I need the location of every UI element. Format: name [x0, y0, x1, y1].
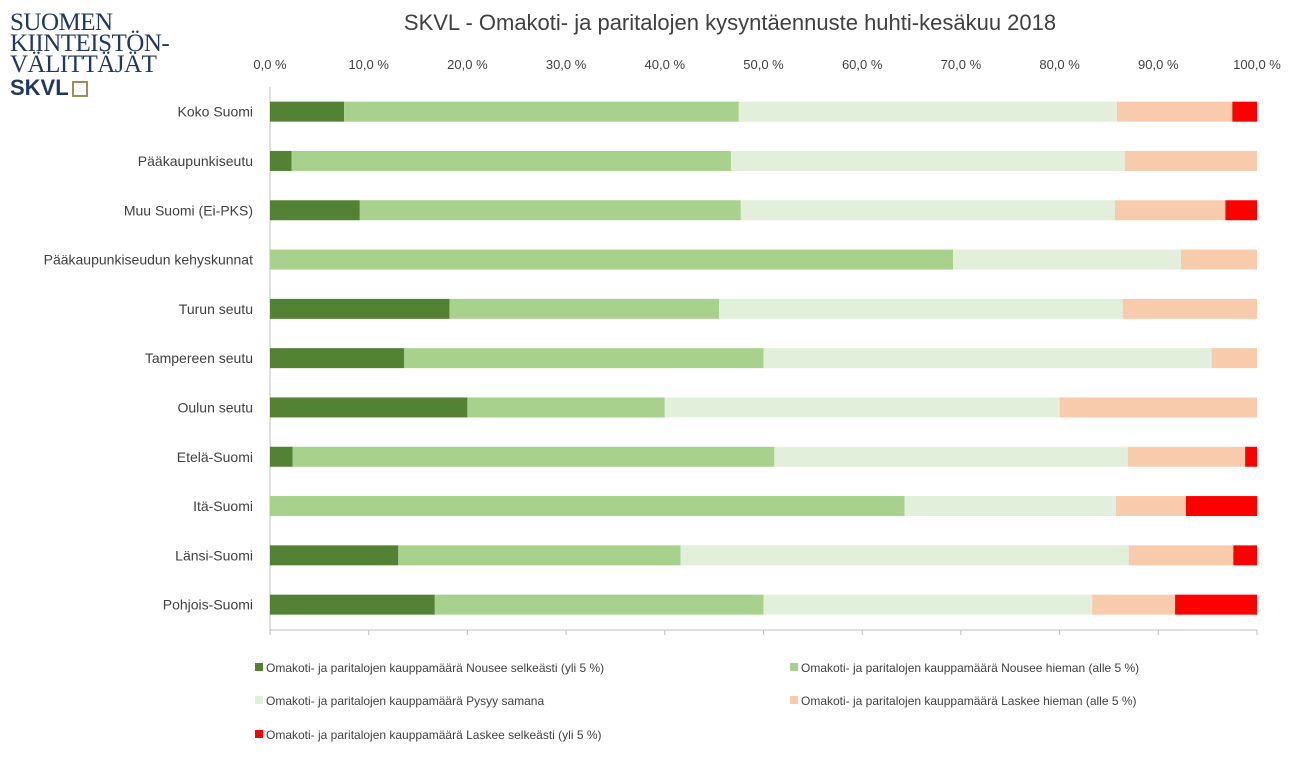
category-label: Koko Suomi	[178, 104, 253, 120]
legend-label: Omakoti- ja paritalojen kauppamäärä Nous…	[801, 661, 1139, 675]
bar-segment	[740, 200, 1115, 221]
category-label: Muu Suomi (Ei-PKS)	[124, 202, 253, 218]
bar-segment	[1233, 545, 1257, 566]
bar-segment	[680, 545, 1129, 566]
legend-swatch	[255, 730, 263, 738]
x-tick-label: 100,0 %	[1233, 57, 1281, 72]
bar-segment	[730, 150, 1125, 171]
bar-segment	[270, 545, 399, 566]
legend-label: Omakoti- ja paritalojen kauppamäärä Lask…	[801, 694, 1137, 708]
bar-segment	[291, 150, 731, 171]
x-tick-label: 80,0 %	[1039, 57, 1080, 72]
bar-segment	[953, 249, 1182, 270]
bar-segment	[774, 446, 1128, 467]
legend-swatch	[255, 696, 263, 704]
bar-segment	[1185, 496, 1257, 517]
bar-segment	[344, 101, 739, 122]
logo-brand-text: SKVL	[10, 75, 69, 100]
bar-segment	[467, 397, 665, 418]
x-tick-label: 10,0 %	[348, 57, 389, 72]
bar-segment	[1122, 298, 1257, 319]
category-label: Etelä-Suomi	[177, 449, 253, 465]
bar-segment	[1127, 446, 1246, 467]
logo-line-1: SUOMEN	[10, 9, 113, 36]
bar-segment	[404, 348, 764, 369]
x-tick-label: 0,0 %	[253, 57, 287, 72]
bar-segment	[1245, 446, 1257, 467]
x-tick-label: 70,0 %	[941, 57, 982, 72]
bar-segment	[719, 298, 1123, 319]
bar-segment	[292, 446, 775, 467]
logo-line-2: KIINTEISTÖN-	[10, 30, 170, 57]
bar-segment	[1181, 249, 1257, 270]
legend-swatch	[790, 663, 798, 671]
legend-label: Omakoti- ja paritalojen kauppamäärä Pysy…	[266, 694, 544, 708]
bar-segment	[1092, 594, 1176, 615]
bar-segment	[1128, 545, 1234, 566]
legend-swatch	[255, 663, 263, 671]
bar-segment	[434, 594, 764, 615]
category-label: Pohjois-Suomi	[163, 597, 253, 613]
logo-brand: SKVL	[10, 75, 180, 101]
category-label: Länsi-Suomi	[175, 547, 253, 563]
bar-segment	[270, 298, 450, 319]
legend-swatch	[790, 696, 798, 704]
category-label: Pääkaupunkiseutu	[138, 153, 253, 169]
bar-segment	[270, 446, 293, 467]
bar-segment	[664, 397, 1060, 418]
bar-segment	[270, 496, 905, 517]
bar-segment	[270, 594, 435, 615]
category-label: Pääkaupunkiseudun kehyskunnat	[44, 252, 253, 268]
bar-segment	[270, 249, 954, 270]
x-tick-label: 50,0 %	[743, 57, 784, 72]
x-tick-label: 90,0 %	[1138, 57, 1179, 72]
bar-segment	[270, 200, 360, 221]
category-label: Tampereen seutu	[145, 350, 253, 366]
legend-label: Omakoti- ja paritalojen kauppamäärä Lask…	[266, 728, 602, 742]
bar-segment	[398, 545, 681, 566]
bar-segment	[1116, 101, 1233, 122]
bar-segment	[1059, 397, 1257, 418]
legend-label: Omakoti- ja paritalojen kauppamäärä Nous…	[266, 661, 604, 675]
bar-segment	[763, 594, 1093, 615]
category-label: Turun seutu	[179, 301, 253, 317]
skvl-logo: SUOMEN KIINTEISTÖN- VÄLITTÄJÄT SKVL	[10, 9, 180, 101]
bar-segment	[1124, 150, 1257, 171]
category-label: Oulun seutu	[178, 399, 254, 415]
bar-segment	[270, 397, 468, 418]
bar-segment	[270, 101, 345, 122]
logo-line-3: VÄLITTÄJÄT	[10, 51, 157, 78]
chart-title: SKVL - Omakoti- ja paritalojen kysyntäen…	[403, 10, 1057, 35]
bar-segment	[359, 200, 741, 221]
bar-segment	[270, 150, 292, 171]
category-label: Itä-Suomi	[193, 498, 253, 514]
x-tick-label: 30,0 %	[546, 57, 587, 72]
bar-segment	[270, 348, 405, 369]
bar-segment	[1211, 348, 1257, 369]
x-tick-label: 60,0 %	[842, 57, 883, 72]
bar-segment	[1225, 200, 1257, 221]
bar-segment	[1115, 496, 1186, 517]
bar-segment	[1175, 594, 1257, 615]
bar-segment	[449, 298, 720, 319]
bar-segment	[763, 348, 1212, 369]
bar-segment	[904, 496, 1116, 517]
bar-segment	[738, 101, 1117, 122]
x-tick-label: 20,0 %	[447, 57, 488, 72]
x-tick-label: 40,0 %	[645, 57, 686, 72]
house-icon	[71, 81, 88, 97]
bar-segment	[1232, 101, 1257, 122]
bar-segment	[1114, 200, 1226, 221]
